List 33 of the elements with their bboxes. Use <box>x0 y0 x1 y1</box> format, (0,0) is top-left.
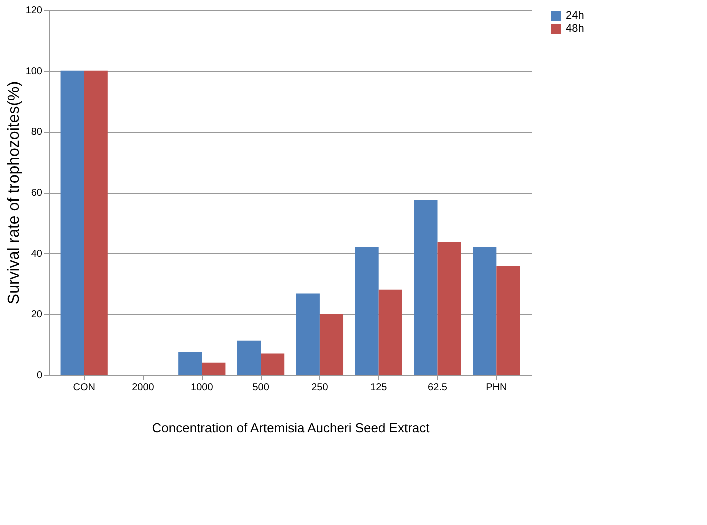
legend-label: 24h <box>566 10 584 22</box>
bar <box>320 314 344 375</box>
x-tick-label: 2000 <box>132 382 155 394</box>
bar <box>202 362 226 375</box>
bar <box>414 200 438 375</box>
y-axis-title: Survival rate of trophozoites(%) <box>6 81 23 305</box>
x-tick-label: PHN <box>486 382 508 394</box>
y-tick-label: 20 <box>31 310 43 321</box>
y-tick-label: 0 <box>36 370 43 382</box>
x-tick-label: 62.5 <box>428 382 448 394</box>
x-tick-label: 1000 <box>191 382 214 394</box>
x-tick-label: 500 <box>252 382 270 394</box>
bar <box>473 247 497 375</box>
x-axis-title: Concentration of Artemisia Aucheri Seed Extract <box>152 420 430 436</box>
y-tick-label: 120 <box>26 6 43 16</box>
bar <box>60 70 84 375</box>
y-tick-label: 100 <box>26 66 43 78</box>
y-tick-label: 80 <box>31 127 43 138</box>
y-tick-label: 40 <box>31 248 43 260</box>
bar <box>296 294 320 375</box>
bar <box>261 354 285 375</box>
x-tick-label: 250 <box>312 382 329 394</box>
bar <box>178 352 202 375</box>
x-tick-label: 125 <box>370 382 388 394</box>
legend-label: 48h <box>566 23 584 35</box>
y-tick-label: 60 <box>31 188 43 199</box>
bar <box>438 242 462 375</box>
bar <box>237 340 262 375</box>
bar <box>378 290 402 375</box>
bar <box>496 266 520 375</box>
bar <box>355 247 379 375</box>
bar <box>84 70 108 375</box>
x-tick-label: CON <box>73 382 96 394</box>
